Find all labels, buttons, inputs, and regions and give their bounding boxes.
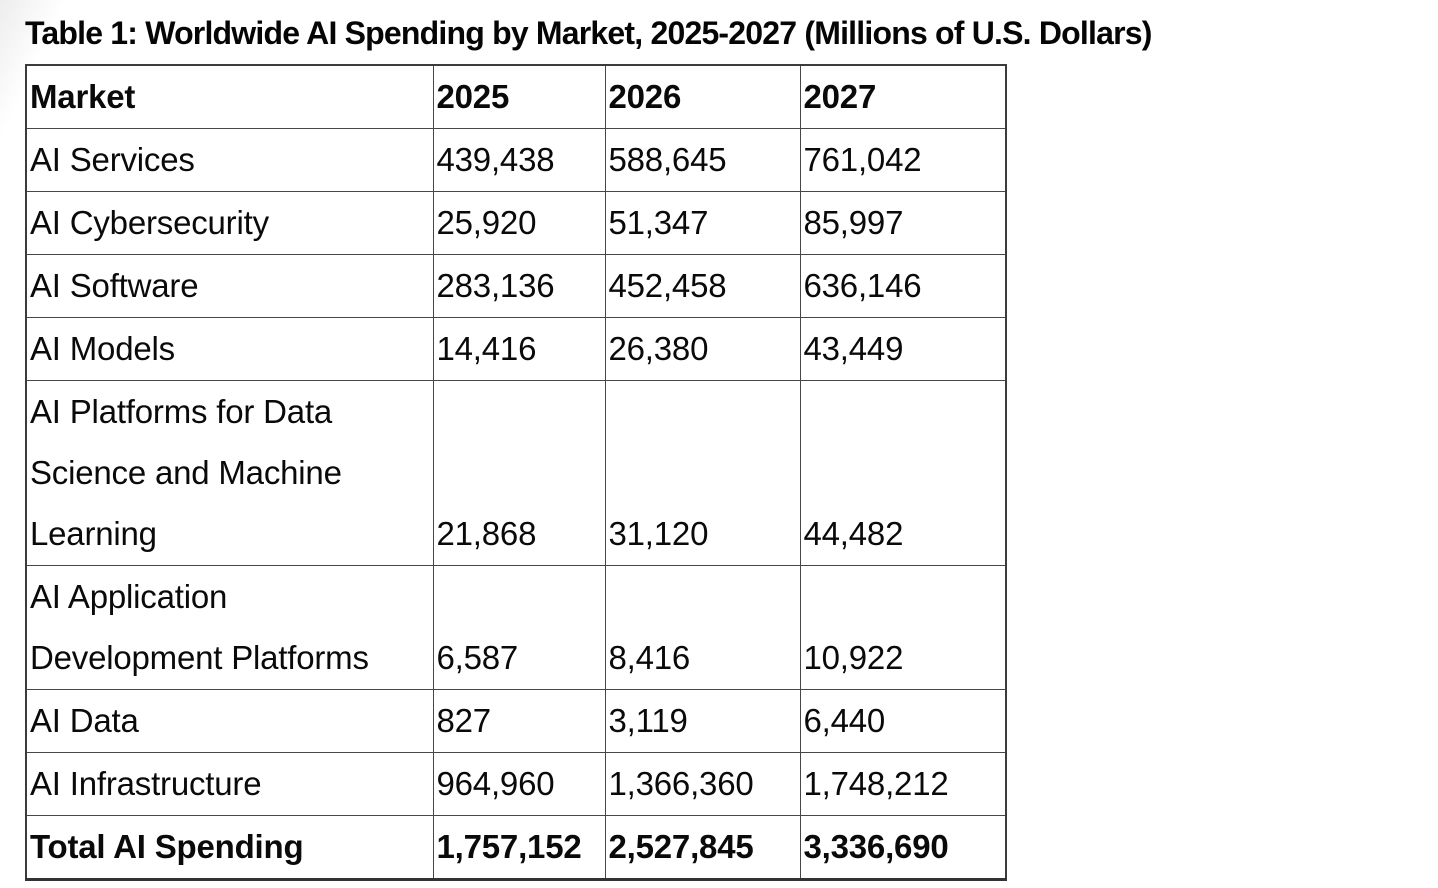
page-title: Table 1: Worldwide AI Spending by Market… [25,15,1152,51]
value-cell-2026: 3,119 [604,689,801,753]
value-cell-2025: 25,920 [432,191,606,255]
table-row: AI Infrastructure 964,960 1,366,360 1,74… [25,752,1007,816]
market-name-cell: AI Data [25,689,434,753]
value-cell-2025: 439,438 [432,128,606,192]
total-value-cell-2026: 2,527,845 [604,815,801,881]
total-value-cell-2027: 3,336,690 [799,815,1007,881]
value-cell-2026: 31,120 [604,380,801,566]
value-cell-2025: 14,416 [432,317,606,381]
value-cell-2026: 1,366,360 [604,752,801,816]
table-row: AI Models 14,416 26,380 43,449 [25,317,1007,381]
value-cell-2025: 964,960 [432,752,606,816]
table-row: AI Application Development Platforms 6,5… [25,565,1007,690]
table-row: AI Software 283,136 452,458 636,146 [25,254,1007,318]
column-header-market: Market [25,64,434,129]
column-header-2026: 2026 [604,64,801,129]
table-row: AI Services 439,438 588,645 761,042 [25,128,1007,192]
column-header-2027: 2027 [799,64,1007,129]
value-cell-2025: 6,587 [432,565,606,690]
market-name-cell: AI Application Development Platforms [25,565,434,690]
market-name-cell: AI Cybersecurity [25,191,434,255]
value-cell-2025: 283,136 [432,254,606,318]
value-cell-2026: 588,645 [604,128,801,192]
value-cell-2027: 43,449 [799,317,1007,381]
ai-spending-table: Market 2025 2026 2027 AI Services 439,43… [25,64,1007,881]
total-value-cell-2025: 1,757,152 [432,815,606,881]
table-row: AI Platforms for Data Science and Machin… [25,380,1007,566]
value-cell-2025: 21,868 [432,380,606,566]
table-row: AI Cybersecurity 25,920 51,347 85,997 [25,191,1007,255]
column-header-2025: 2025 [432,64,606,129]
value-cell-2026: 452,458 [604,254,801,318]
value-cell-2027: 636,146 [799,254,1007,318]
market-name-cell: AI Models [25,317,434,381]
value-cell-2027: 761,042 [799,128,1007,192]
value-cell-2025: 827 [432,689,606,753]
value-cell-2026: 26,380 [604,317,801,381]
table-header-row: Market 2025 2026 2027 [25,64,1007,129]
value-cell-2027: 6,440 [799,689,1007,753]
total-label-cell: Total AI Spending [25,815,434,881]
market-name-cell: AI Infrastructure [25,752,434,816]
market-name-cell: AI Services [25,128,434,192]
table-row: AI Data 827 3,119 6,440 [25,689,1007,753]
value-cell-2027: 44,482 [799,380,1007,566]
market-name-cell: AI Software [25,254,434,318]
value-cell-2027: 1,748,212 [799,752,1007,816]
value-cell-2026: 51,347 [604,191,801,255]
value-cell-2026: 8,416 [604,565,801,690]
table-total-row: Total AI Spending 1,757,152 2,527,845 3,… [25,815,1007,881]
value-cell-2027: 10,922 [799,565,1007,690]
value-cell-2027: 85,997 [799,191,1007,255]
market-name-cell: AI Platforms for Data Science and Machin… [25,380,434,566]
